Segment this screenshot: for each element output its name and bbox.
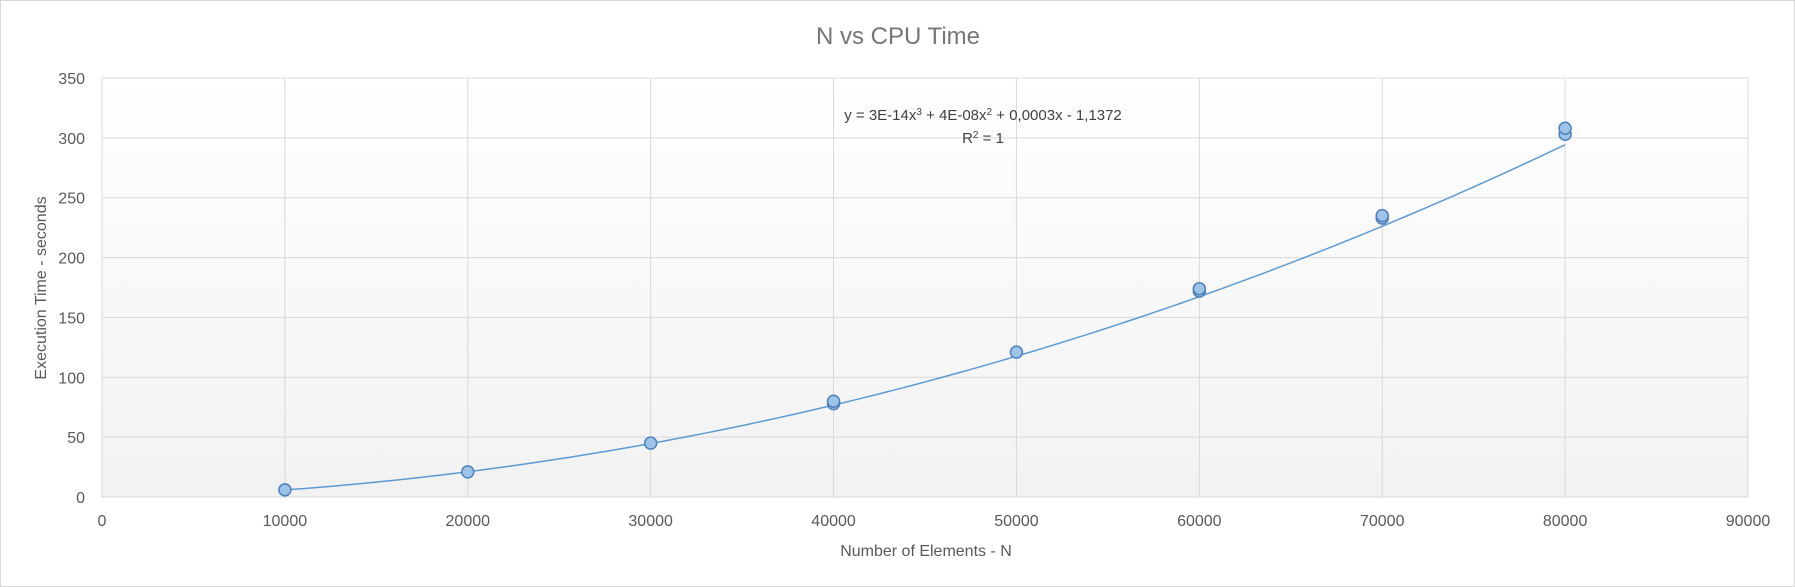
grid-lines [101, 77, 1749, 498]
r-squared-value: = 1 [978, 130, 1003, 147]
r-squared-superscript: 2 [973, 130, 979, 141]
equation-superscript-cubic: 3 [916, 107, 922, 118]
y-tick-label: 150 [58, 310, 85, 327]
equation-superscript-square: 2 [987, 107, 993, 118]
trendline [284, 144, 1566, 491]
data-point [1192, 281, 1207, 296]
x-tick-label: 10000 [263, 513, 308, 530]
x-tick-label: 80000 [1543, 513, 1588, 530]
data-point [1558, 121, 1572, 136]
data-point [643, 436, 658, 450]
data-point [278, 483, 292, 497]
trendline-group [284, 144, 1566, 491]
y-tick-label: 100 [58, 370, 85, 387]
y-tick-label: 250 [58, 191, 85, 208]
data-point [826, 394, 841, 408]
x-tick-label: 90000 [1726, 513, 1771, 530]
chart-title: N vs CPU Time [816, 23, 980, 50]
x-tick-label: 70000 [1360, 513, 1405, 530]
trendline-equation: y = 3E-14x3 + 4E-08x2 + 0,0003x - 1,1372 [844, 107, 1122, 125]
tick-labels: 0 10000 20000 30000 40000 50000 60000 70000 8000… [58, 71, 1770, 530]
r-squared-label: R2 = 1 [962, 130, 1004, 148]
equation-part-a: y = 3E-14x [844, 107, 917, 124]
equation-part-b: + 4E-08x [922, 107, 987, 124]
r-squared-main: R [962, 130, 973, 147]
x-axis-title: Number of Elements - N [840, 543, 1012, 560]
plot-area [101, 77, 1749, 498]
y-tick-label: 300 [58, 131, 85, 148]
y-tick-label: 50 [67, 430, 85, 447]
x-tick-label: 60000 [1177, 513, 1222, 530]
data-point [461, 465, 475, 479]
data-point [1009, 345, 1024, 359]
x-tick-label: 30000 [628, 513, 673, 530]
data-point [1375, 208, 1389, 223]
data-points [278, 121, 1572, 497]
x-tick-label: 20000 [446, 513, 491, 530]
y-axis-title: Execution Time - seconds [33, 196, 50, 379]
x-tick-label: 40000 [811, 513, 856, 530]
y-tick-label: 350 [58, 71, 85, 88]
x-tick-label: 50000 [994, 513, 1039, 530]
x-tick-label: 0 [98, 513, 107, 530]
y-tick-label: 0 [76, 490, 85, 507]
y-tick-label: 200 [58, 251, 85, 268]
equation-part-c: + 0,0003x - 1,1372 [992, 107, 1122, 124]
